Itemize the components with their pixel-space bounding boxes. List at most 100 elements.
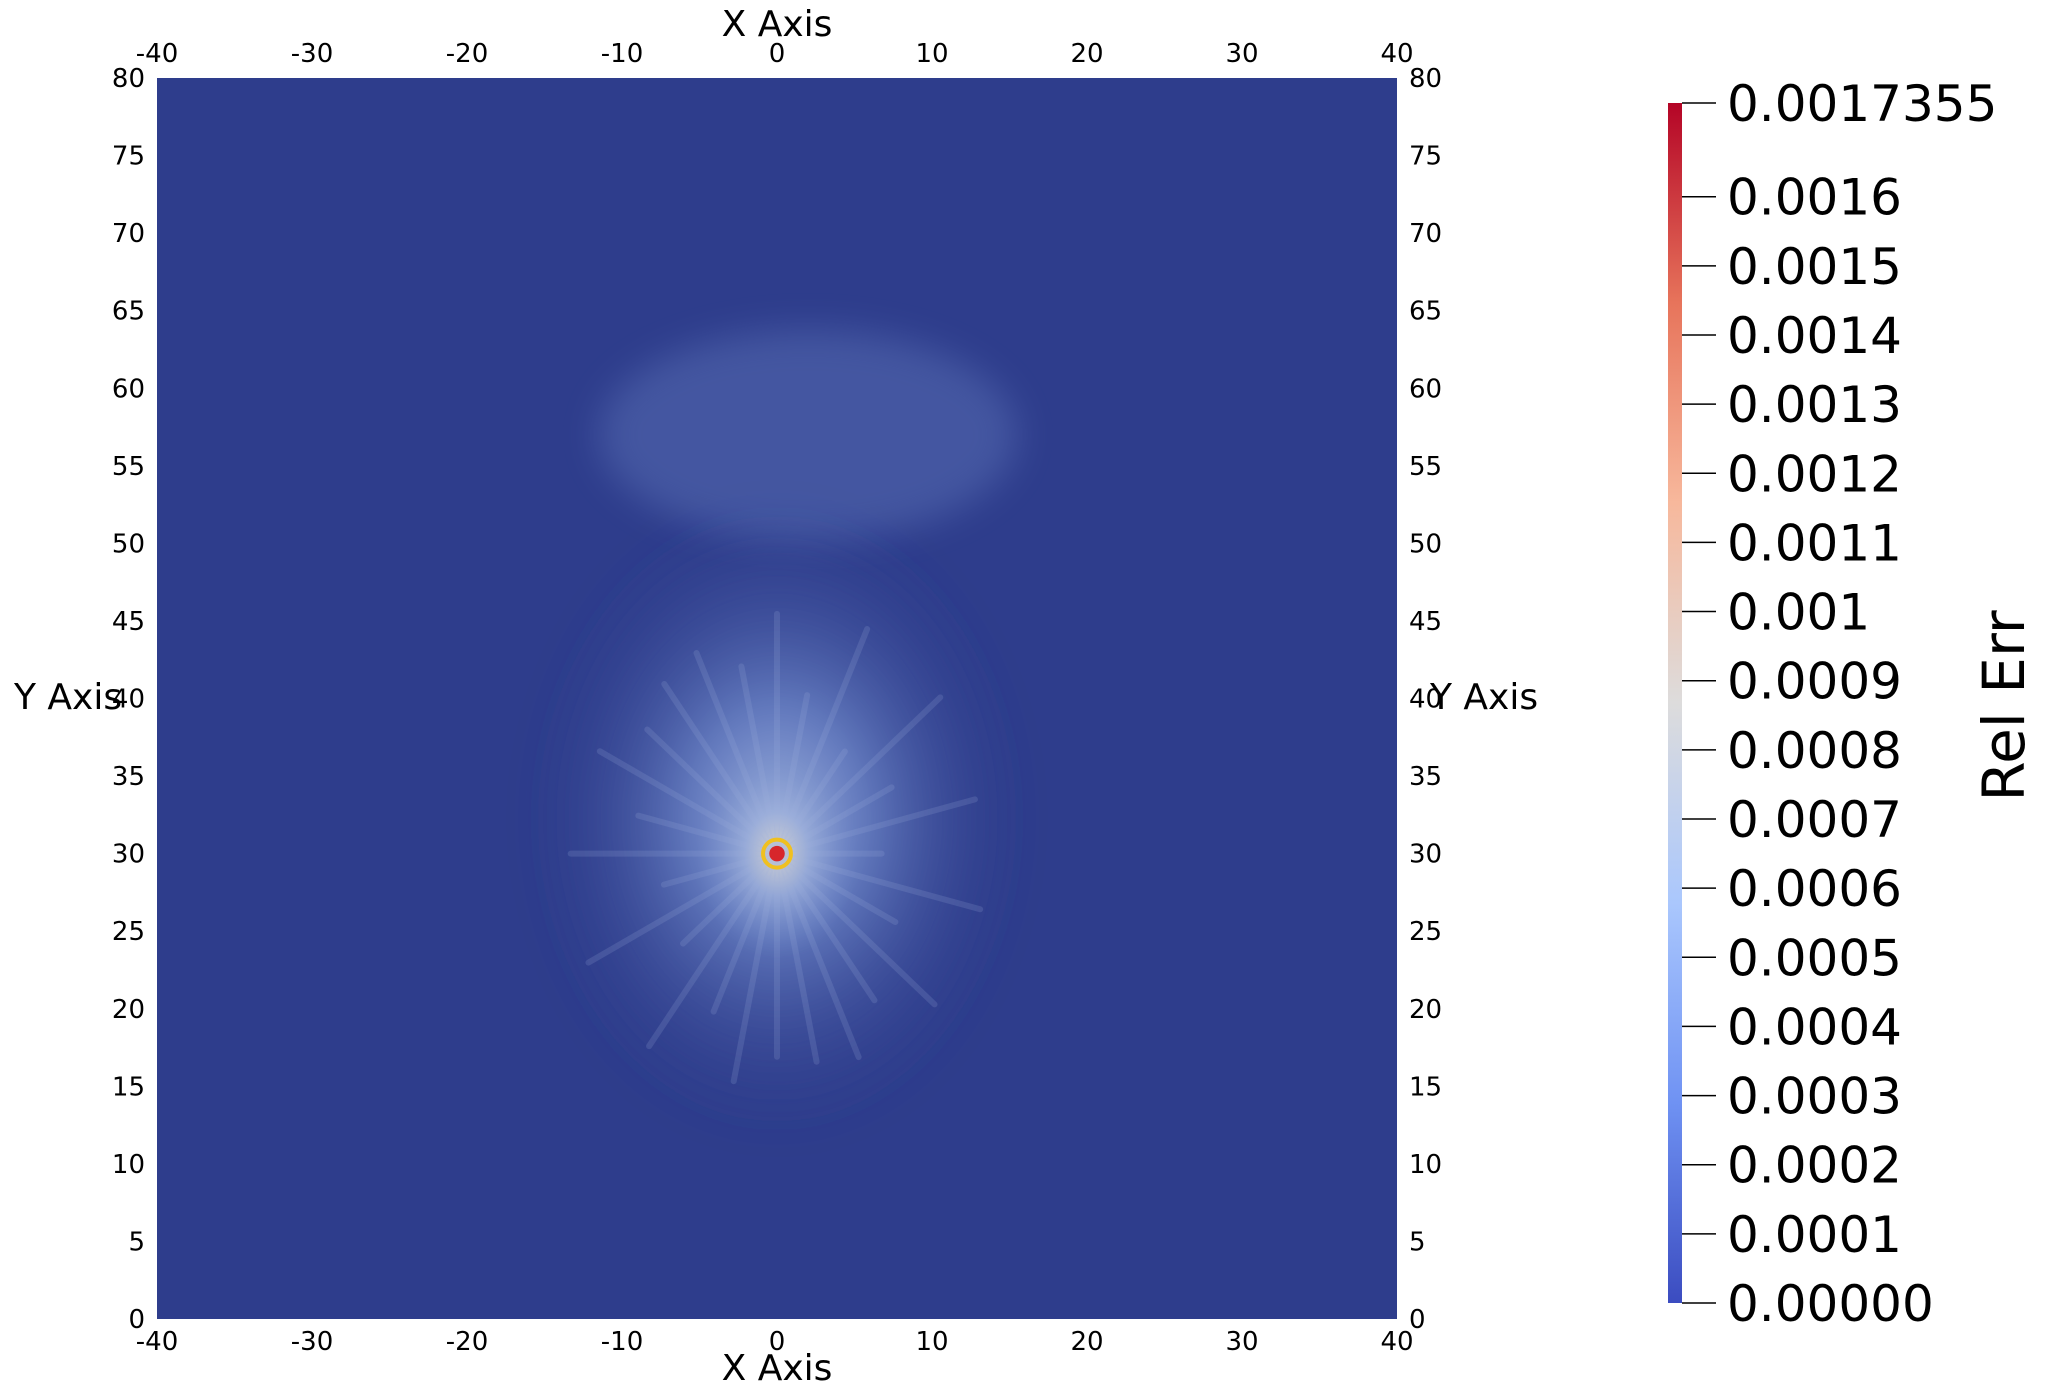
- error-rays: [567, 610, 984, 1085]
- x-tick-label: -40: [136, 1327, 178, 1357]
- colorbar-tick-label: 0.0015: [1727, 238, 1902, 296]
- y-tick-label: 65: [112, 297, 145, 327]
- x-tick-labels-bottom: -40 -30 -20 -10 0 10 20 30 40: [136, 1327, 1414, 1357]
- colorbar-tick-label: 0.0009: [1727, 653, 1902, 711]
- y-tick-label: 0: [128, 1305, 145, 1335]
- colorbar-ticks: 0.00000 0.0001 0.0002 0.0003 0.0004 0.0005 0.0…: [1682, 75, 1997, 1333]
- error-ray: [738, 663, 780, 857]
- y-axis-title-left: Y Axis: [13, 677, 122, 718]
- error-ray: [774, 748, 848, 857]
- colorbar-tick-label: 0.0013: [1727, 376, 1902, 434]
- y-tick-label: 80: [1409, 64, 1442, 94]
- error-ray: [774, 850, 899, 926]
- error-ray: [774, 850, 820, 1065]
- error-core-ring: [761, 837, 793, 870]
- y-tick-label: 35: [1409, 762, 1442, 792]
- y-tick-label: 65: [1409, 297, 1442, 327]
- colorbar-tick-label: 0.0003: [1727, 1068, 1902, 1126]
- colorbar-tick-label: 0.0017355: [1727, 75, 1997, 133]
- y-tick-label: 0: [1409, 1305, 1426, 1335]
- y-tick-label: 25: [112, 917, 145, 947]
- error-ray: [774, 850, 862, 1061]
- y-tick-label: 55: [1409, 452, 1442, 482]
- x-tick-label: 10: [915, 1327, 948, 1357]
- x-tick-label: 40: [1380, 39, 1413, 69]
- colorbar-tick-label: 0.0014: [1727, 307, 1902, 365]
- y-tick-label: 50: [1409, 529, 1442, 559]
- x-tick-label: -10: [601, 39, 643, 69]
- colorbar-tick-label: 0.0006: [1727, 860, 1902, 918]
- colorbar-tick-label: 0.0001: [1727, 1206, 1902, 1264]
- error-ray: [693, 650, 780, 857]
- error-halo-upper: [598, 330, 1018, 540]
- error-ray: [661, 680, 780, 857]
- error-ray: [774, 850, 984, 913]
- error-ray: [680, 850, 780, 947]
- y-tick-label: 45: [1409, 607, 1442, 637]
- colorbar: 0.00000 0.0001 0.0002 0.0003 0.0004 0.0005 0.0…: [1668, 75, 2038, 1333]
- error-ray: [774, 784, 895, 857]
- colorbar-tick-label: 0.0004: [1727, 998, 1902, 1056]
- x-tick-label: -30: [291, 39, 333, 69]
- y-tick-label: 50: [112, 529, 145, 559]
- y-tick-label: 40: [1409, 685, 1442, 715]
- colorbar-tick-label: 0.0007: [1727, 791, 1902, 849]
- colorbar-tick-label: 0.00000: [1727, 1275, 1934, 1333]
- y-tick-label: 15: [112, 1072, 145, 1102]
- y-tick-label: 70: [112, 219, 145, 249]
- error-ray: [646, 850, 780, 1050]
- y-tick-label: 35: [112, 762, 145, 792]
- y-tick-label: 30: [1409, 840, 1442, 870]
- x-tick-label: -20: [446, 39, 488, 69]
- y-tick-label: 15: [1409, 1072, 1442, 1102]
- x-tick-label: 20: [1070, 1327, 1103, 1357]
- y-tick-label: 75: [112, 142, 145, 172]
- x-tick-label: 30: [1225, 1327, 1258, 1357]
- colorbar-tick-label: 0.0012: [1727, 445, 1902, 503]
- y-tick-label: 55: [112, 452, 145, 482]
- error-core: [769, 845, 785, 862]
- error-ray: [774, 692, 811, 857]
- colorbar-tick-label: 0.0005: [1727, 929, 1902, 987]
- y-axis-title-right: Y Axis: [1429, 677, 1538, 718]
- y-tick-label: 75: [1409, 142, 1442, 172]
- x-axis-title-top: X Axis: [722, 4, 833, 45]
- y-tick-label: 20: [1409, 995, 1442, 1025]
- error-ray: [660, 850, 780, 888]
- y-tick-label: 60: [1409, 374, 1442, 404]
- x-tick-label: -40: [136, 39, 178, 69]
- y-tick-label: 30: [112, 840, 145, 870]
- colorbar-tick-label: 0.0008: [1727, 722, 1902, 780]
- y-tick-label: 70: [1409, 219, 1442, 249]
- x-tick-label: 20: [1070, 39, 1103, 69]
- colorbar-tick-label: 0.0002: [1727, 1137, 1902, 1195]
- error-ray: [730, 850, 780, 1085]
- y-tick-label: 20: [112, 995, 145, 1025]
- y-tick-label: 5: [1409, 1227, 1426, 1257]
- x-tick-label: 30: [1225, 39, 1258, 69]
- error-ray: [644, 726, 780, 857]
- error-ray: [774, 850, 938, 1008]
- y-tick-label: 25: [1409, 917, 1442, 947]
- y-tick-label: 40: [112, 685, 145, 715]
- colorbar-bar: [1668, 103, 1682, 1303]
- y-tick-label: 80: [112, 64, 145, 94]
- error-ray: [710, 850, 780, 1015]
- colorbar-tick-label: 0.0011: [1727, 514, 1902, 572]
- x-tick-label: -20: [446, 1327, 488, 1357]
- y-tick-labels-right: 0 5 10 15 20 25 30 35 40 45 50 55 60 65 70 75 80: [1409, 64, 1442, 1335]
- y-tick-label: 10: [1409, 1150, 1442, 1180]
- error-ray: [774, 796, 978, 857]
- colorbar-title: Rel Err: [1970, 610, 2038, 801]
- y-tick-label: 45: [112, 607, 145, 637]
- y-tick-label: 60: [112, 374, 145, 404]
- plot-area: [157, 78, 1397, 1319]
- x-tick-label: -30: [291, 1327, 333, 1357]
- error-ray: [774, 626, 871, 857]
- y-tick-label: 10: [112, 1150, 145, 1180]
- colorbar-tick-label: 0.001: [1727, 584, 1870, 642]
- error-ray: [774, 694, 944, 857]
- error-ray: [585, 850, 780, 966]
- x-tick-label: -10: [601, 1327, 643, 1357]
